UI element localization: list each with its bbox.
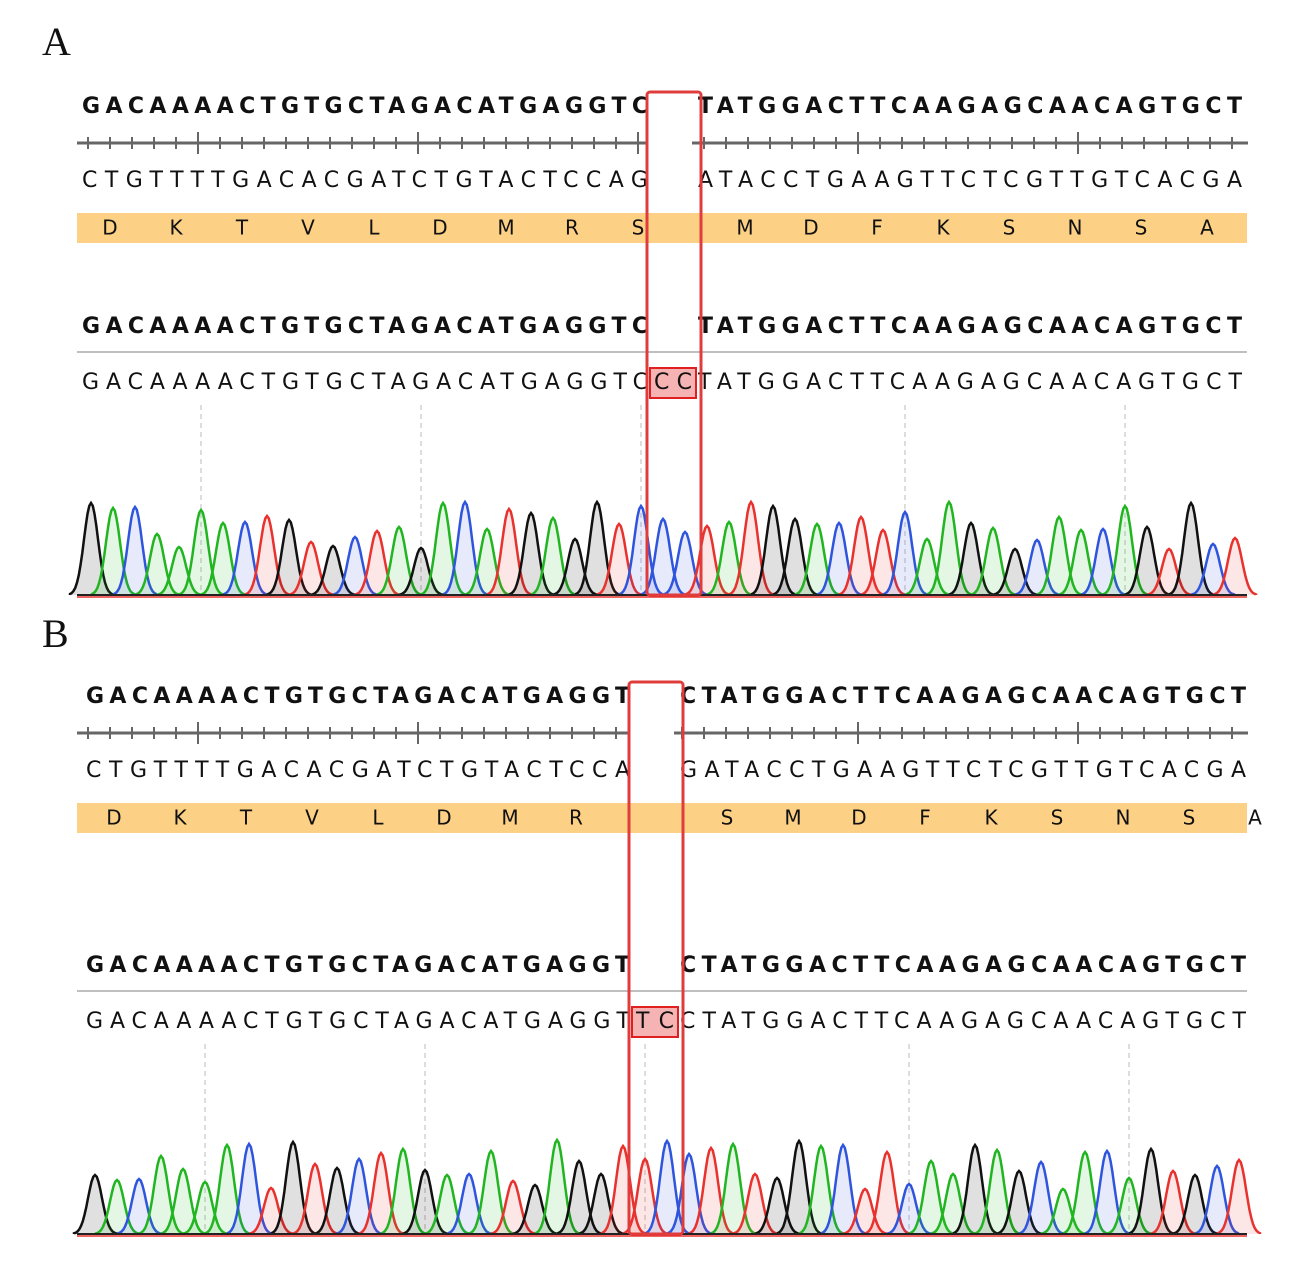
trace-peak <box>116 1177 162 1235</box>
trace-peak <box>1216 1157 1262 1235</box>
sequence: CTATGGACTTCAAGAGCAACAGTGCT <box>680 1009 1247 1034</box>
amino-acid: A <box>1200 216 1214 240</box>
amino-acid: D <box>436 806 451 830</box>
trace-peak <box>1212 536 1258 596</box>
indel-box <box>645 90 703 597</box>
sequence: GACAAAACTGTGCTAGACATGAGGT <box>86 953 630 978</box>
trace-peak <box>930 1172 976 1235</box>
sequence: CTGTTTTGACACGATCTGTACTCCA <box>86 758 630 783</box>
amino-acid: S <box>1051 806 1064 830</box>
trace-peak <box>1084 1148 1130 1235</box>
amino-acid: D <box>102 216 117 240</box>
sequence: GACAAAACTGTGCTAGACATGAGGTC <box>82 314 648 339</box>
trace-peak <box>1168 500 1214 596</box>
amino-acid: N <box>1068 216 1083 240</box>
amino-acid: K <box>173 806 187 830</box>
trace-peak <box>886 1182 932 1235</box>
trace-peak <box>376 525 422 596</box>
amino-acid: M <box>736 216 753 240</box>
amino-acid: D <box>803 216 818 240</box>
trace-peak <box>1018 1159 1064 1235</box>
sequence: GACAAAACTGTGCTAGACATGAGGT <box>86 684 630 709</box>
amino-acid: S <box>1135 216 1148 240</box>
amino-acid: K <box>169 216 183 240</box>
amino-acid: S <box>632 216 645 240</box>
trace-peak <box>1040 1187 1086 1235</box>
trace-peak <box>182 1180 228 1235</box>
insert-highlight <box>631 1006 679 1038</box>
amino-acid: K <box>936 216 950 240</box>
amino-acid: A <box>1248 806 1262 830</box>
trace-peak <box>398 546 444 596</box>
amino-acid: M <box>497 216 514 240</box>
sequence: CTATGGACTTCAAGAGCAACAGTGCT <box>680 953 1246 978</box>
chromatogram <box>68 499 1258 596</box>
trace-peak <box>842 1187 888 1235</box>
amino-acid: N <box>1116 806 1131 830</box>
sequence: GACAAAACTGTGCTAGACATGAGGTC <box>82 370 648 395</box>
sequence: ATACCTGAAGTTCTCGTTGTCACGA <box>698 168 1242 193</box>
trace-peak <box>970 526 1016 596</box>
amino-acid: D <box>432 216 447 240</box>
amino-acid: T <box>239 806 253 830</box>
trace-peak <box>248 1186 294 1235</box>
trace-peak <box>266 517 312 596</box>
amino-acid: L <box>368 216 380 240</box>
amino-acid: L <box>372 806 384 830</box>
amino-acid: S <box>1183 806 1196 830</box>
sequence: TATGGACTTCAAGAGCAACAGTGCT <box>698 94 1242 119</box>
amino-acid: S <box>721 806 734 830</box>
trace-peak <box>112 504 158 596</box>
insert-highlight <box>649 367 697 399</box>
trace-peak <box>864 1149 910 1235</box>
sequence: GACAAAACTGTGCTAGACATGAGGT <box>86 1009 631 1034</box>
sequence: TATGGACTTCAAGAGCAACAGTGCT <box>697 370 1243 395</box>
trace-peak <box>468 1148 514 1235</box>
trace-peak <box>1106 1176 1152 1235</box>
trace-peak <box>904 537 950 596</box>
sequence: GATACCTGAAGTTCTCGTTGTCACGA <box>680 758 1246 783</box>
trace-peak <box>578 1172 624 1235</box>
panel-label: B <box>42 611 69 656</box>
amino-acid: V <box>301 216 315 240</box>
amino-acid: T <box>235 216 249 240</box>
trace-peak <box>442 499 488 596</box>
amino-acid: D <box>851 806 866 830</box>
amino-acid: F <box>919 806 931 830</box>
trace-peak <box>1080 527 1126 596</box>
sequence: GACAAAACTGTGCTAGACATGAGGTC <box>82 94 648 119</box>
indel-box <box>627 680 685 1236</box>
panel-label: A <box>42 19 71 64</box>
trace-peak <box>552 537 598 596</box>
amino-acid: K <box>984 806 998 830</box>
translation-band <box>77 803 1247 833</box>
sequence: CTGTTTTGACACGATCTGTACTCCAG <box>82 168 648 193</box>
amino-acid: S <box>1003 216 1016 240</box>
trace-peak <box>156 545 202 596</box>
trace-peak <box>512 1183 558 1235</box>
amino-acid: R <box>565 216 579 240</box>
sequence: TATGGACTTCAAGAGCAACAGTGCT <box>698 314 1242 339</box>
sequence: CTATGGACTTCAAGAGCAACAGTGCT <box>680 684 1246 709</box>
chromatogram <box>72 1137 1262 1235</box>
trace-peak <box>1124 525 1170 596</box>
trace-peak <box>1146 547 1192 596</box>
amino-acid: V <box>305 806 319 830</box>
trace-peak <box>882 509 928 596</box>
trace-peak <box>446 1172 492 1235</box>
amino-acid: M <box>501 806 518 830</box>
amino-acid: M <box>784 806 801 830</box>
amino-acid: D <box>106 806 121 830</box>
translation-band <box>77 213 1247 243</box>
amino-acid: R <box>569 806 583 830</box>
amino-acid: F <box>871 216 883 240</box>
trace-peak <box>710 1141 756 1235</box>
trace-peak <box>754 1176 800 1235</box>
trace-peak <box>1014 538 1060 596</box>
trace-peak <box>820 1142 866 1235</box>
trace-peak <box>226 1141 272 1235</box>
